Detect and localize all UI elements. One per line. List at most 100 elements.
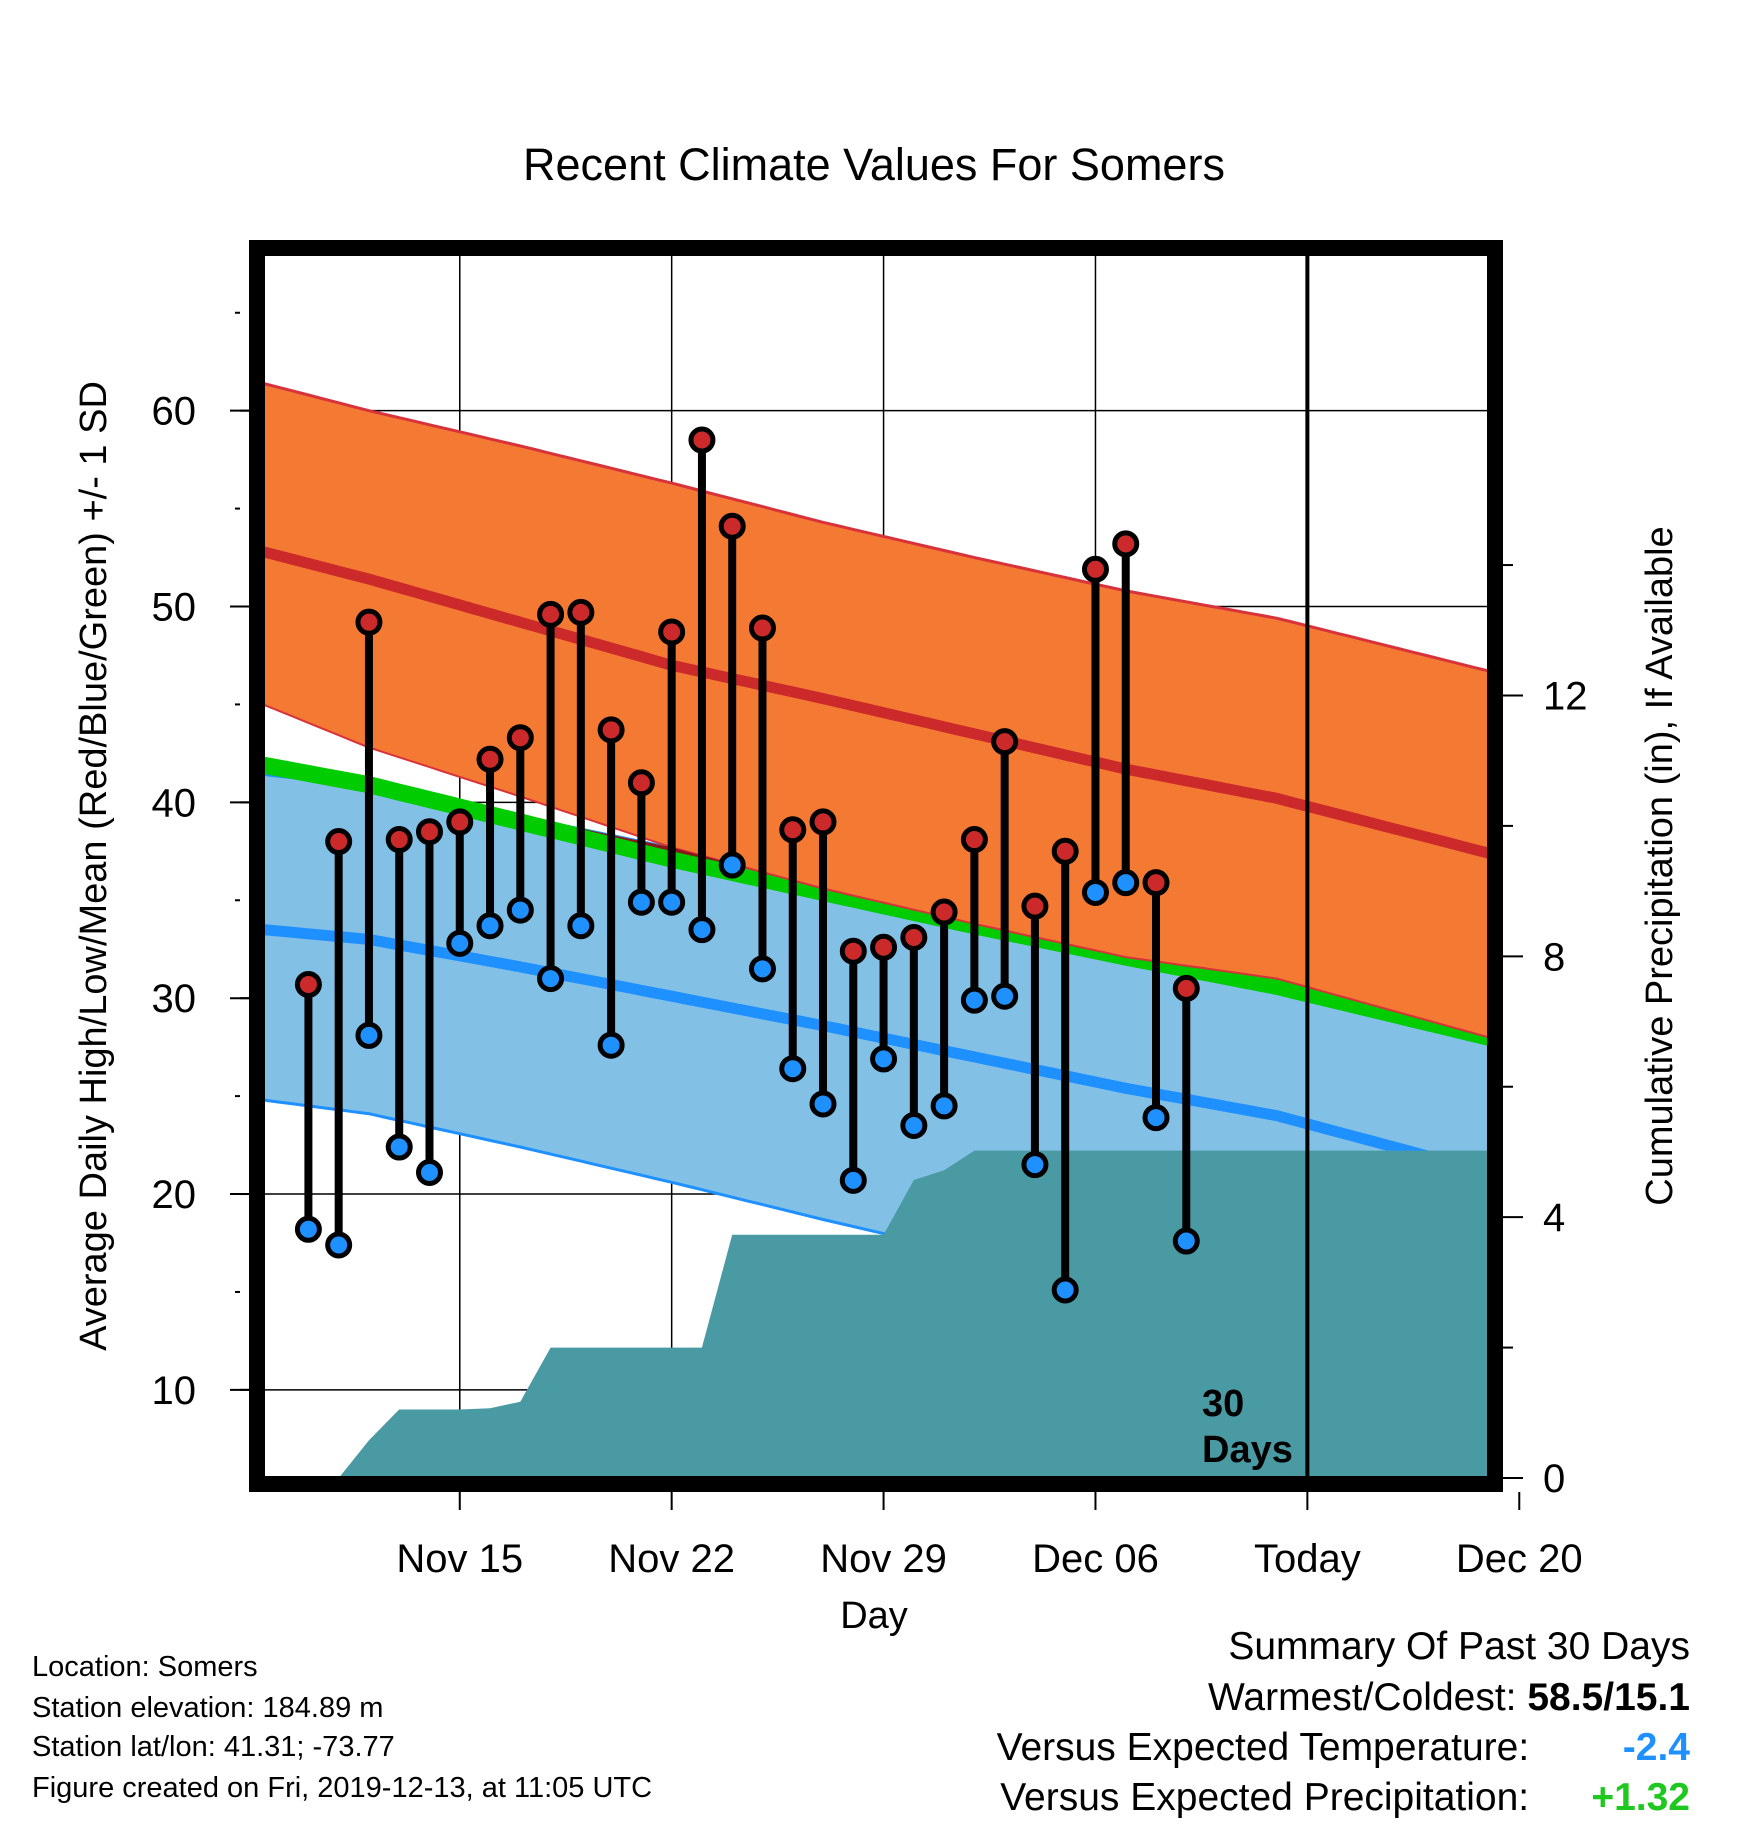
high-point xyxy=(1142,869,1170,897)
high-point xyxy=(748,614,776,642)
left-tick-label: 10 xyxy=(152,1369,197,1413)
right-tick-label: 0 xyxy=(1543,1457,1565,1501)
high-point xyxy=(1021,892,1049,920)
high-point xyxy=(1172,974,1200,1002)
high-point xyxy=(537,600,565,628)
summary-precip: Versus Expected Precipitation: +1.32 xyxy=(1000,1778,1690,1817)
low-point xyxy=(415,1158,443,1186)
low-point xyxy=(930,1092,958,1120)
precip-label: Versus Expected Precipitation: xyxy=(1000,1776,1530,1819)
low-point xyxy=(294,1215,322,1243)
high-point xyxy=(870,933,898,961)
y-axis-right-label: Cumulative Precipitation (in), If Availa… xyxy=(1639,526,1681,1205)
low-point xyxy=(718,851,746,879)
precip-area xyxy=(338,1150,1489,1478)
x-tick-label: Nov 29 xyxy=(820,1537,947,1581)
right-tick-label: 4 xyxy=(1543,1196,1565,1240)
low-point xyxy=(597,1031,625,1059)
low-point xyxy=(839,1166,867,1194)
left-tick-label: 60 xyxy=(152,390,197,434)
low-point xyxy=(870,1045,898,1073)
high-point xyxy=(567,598,595,626)
x-axis-label: Day xyxy=(840,1595,908,1637)
low-point xyxy=(809,1090,837,1118)
low-point xyxy=(506,896,534,924)
low-point xyxy=(960,986,988,1014)
low-point xyxy=(476,912,504,940)
left-tick-label: 20 xyxy=(152,1173,197,1217)
high-sd-upper-edge xyxy=(263,381,1489,673)
high-point xyxy=(1081,555,1109,583)
x-tick-label: Nov 22 xyxy=(608,1537,735,1581)
latlon-text: Station lat/lon: 41.31; -73.77 xyxy=(32,1731,395,1763)
low-normal-line xyxy=(263,924,1489,1178)
high-point xyxy=(658,618,686,646)
right-tick-label: 8 xyxy=(1543,935,1565,979)
low-point xyxy=(355,1021,383,1049)
low-point xyxy=(748,955,776,983)
high-point xyxy=(809,808,837,836)
low-point xyxy=(1021,1151,1049,1179)
x-tick-label: Today xyxy=(1254,1537,1361,1581)
summary-heading: Summary Of Past 30 Days xyxy=(1228,1625,1690,1668)
low-point xyxy=(1051,1276,1079,1304)
warm-cold-value: 58.5/15.1 xyxy=(1527,1676,1690,1719)
location-text: Location: Somers xyxy=(32,1651,258,1683)
low-point xyxy=(537,965,565,993)
low-point xyxy=(446,929,474,957)
x-tick-label: Nov 15 xyxy=(396,1537,523,1581)
high-point xyxy=(294,970,322,998)
high-point xyxy=(779,816,807,844)
elevation-text: Station elevation: 184.89 m xyxy=(32,1692,384,1724)
observations xyxy=(294,426,1200,1304)
axes: 10 20 30 40 50 60 0 4 8 12 Nov 15 Nov 22 Nov 29 Dec 0… xyxy=(152,240,1588,1581)
high-point xyxy=(688,426,716,454)
low-point xyxy=(991,982,1019,1010)
high-point xyxy=(839,937,867,965)
high-point xyxy=(718,512,746,540)
high-point xyxy=(355,608,383,636)
high-point xyxy=(1051,837,1079,865)
x-tick-label: Dec 20 xyxy=(1456,1537,1583,1581)
high-point xyxy=(1112,530,1140,558)
high-point xyxy=(385,826,413,854)
window-label-days: Days xyxy=(1202,1429,1293,1471)
low-point xyxy=(1172,1227,1200,1255)
mean-normal-line xyxy=(263,756,1489,1046)
low-point xyxy=(325,1231,353,1259)
chart-title: Recent Climate Values For Somers xyxy=(523,139,1225,190)
low-point xyxy=(900,1111,928,1139)
left-tick-label: 40 xyxy=(152,781,197,825)
high-point xyxy=(446,808,474,836)
high-point xyxy=(506,724,534,752)
temp-value: -2.4 xyxy=(1622,1726,1690,1769)
low-point xyxy=(627,888,655,916)
left-tick-label: 50 xyxy=(152,586,197,630)
low-point xyxy=(779,1055,807,1083)
low-point xyxy=(1112,869,1140,897)
right-tick-label: 12 xyxy=(1543,674,1588,718)
low-point xyxy=(567,912,595,940)
x-tick-label: Dec 06 xyxy=(1032,1537,1159,1581)
summary-warm-cold: Warmest/Coldest: 58.5/15.1 xyxy=(1208,1678,1690,1717)
y-axis-left-label: Average Daily High/Low/Mean (Red/Blue/Gr… xyxy=(73,381,115,1351)
high-point xyxy=(325,828,353,856)
low-point xyxy=(1142,1104,1170,1132)
warm-cold-label: Warmest/Coldest: xyxy=(1208,1676,1517,1719)
low-point xyxy=(1081,878,1109,906)
low-point xyxy=(688,916,716,944)
high-point xyxy=(991,728,1019,756)
high-point xyxy=(476,745,504,773)
temp-label: Versus Expected Temperature: xyxy=(996,1726,1530,1769)
window-label-number: 30 xyxy=(1202,1383,1244,1425)
high-point xyxy=(627,769,655,797)
high-point xyxy=(900,923,928,951)
left-tick-label: 30 xyxy=(152,977,197,1021)
high-sd-lower-edge xyxy=(263,703,1489,1039)
precip-value: +1.32 xyxy=(1591,1776,1690,1819)
summary-temp: Versus Expected Temperature: -2.4 xyxy=(997,1728,1690,1767)
high-point xyxy=(930,898,958,926)
plot-area xyxy=(263,254,1489,1478)
low-point xyxy=(658,888,686,916)
